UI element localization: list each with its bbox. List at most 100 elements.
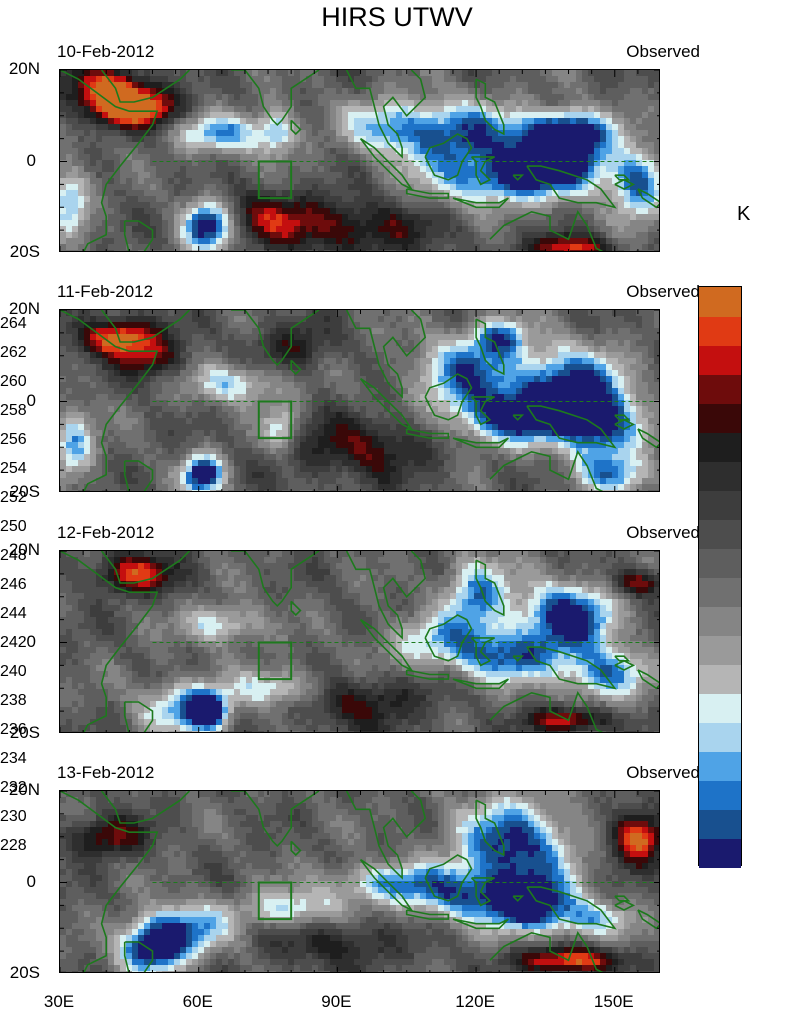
- contour-cell: [120, 382, 127, 389]
- contour-cell: [192, 178, 199, 185]
- contour-cell: [588, 82, 595, 89]
- contour-cell: [222, 178, 229, 185]
- contour-cell: [564, 370, 571, 377]
- contour-cell: [144, 178, 151, 185]
- contour-cell: [540, 202, 547, 209]
- contour-cell: [132, 370, 139, 377]
- contour-cell: [174, 328, 181, 335]
- contour-cell: [612, 310, 619, 317]
- contour-cell: [642, 142, 649, 149]
- contour-cell: [180, 112, 187, 119]
- contour-cell: [138, 358, 145, 365]
- contour-cell: [198, 190, 205, 197]
- contour-cell: [438, 172, 445, 179]
- contour-cell: [120, 370, 127, 377]
- contour-cell: [138, 316, 145, 323]
- contour-cell: [606, 94, 613, 101]
- contour-cell: [186, 238, 193, 245]
- contour-cell: [390, 142, 397, 149]
- contour-cell: [288, 388, 295, 395]
- contour-cell: [456, 322, 463, 329]
- contour-cell: [60, 82, 67, 89]
- contour-cell: [126, 166, 133, 173]
- contour-cell: [168, 166, 175, 173]
- contour-cell: [456, 328, 463, 335]
- contour-cell: [402, 220, 409, 227]
- contour-cell: [102, 394, 109, 401]
- contour-cell: [624, 310, 631, 317]
- contour-cell: [180, 190, 187, 197]
- contour-cell: [444, 328, 451, 335]
- contour-cell: [630, 166, 637, 173]
- contour-cell: [270, 400, 277, 407]
- contour-cell: [474, 70, 481, 77]
- contour-cell: [390, 400, 397, 407]
- contour-cell: [126, 196, 133, 203]
- contour-cell: [132, 148, 139, 155]
- contour-cell: [618, 196, 625, 203]
- contour-cell: [486, 334, 493, 341]
- contour-cell: [648, 154, 655, 161]
- contour-cell: [330, 82, 337, 89]
- contour-cell: [588, 328, 595, 335]
- contour-cell: [144, 238, 151, 245]
- contour-cell: [96, 316, 103, 323]
- contour-cell: [294, 190, 301, 197]
- contour-cell: [612, 76, 619, 83]
- contour-cell: [342, 394, 349, 401]
- contour-cell: [114, 130, 121, 137]
- contour-cell: [528, 142, 535, 149]
- contour-cell: [498, 358, 505, 365]
- contour-cell: [414, 166, 421, 173]
- contour-cell: [396, 364, 403, 371]
- contour-cell: [60, 388, 67, 395]
- contour-cell: [114, 226, 121, 233]
- contour-cell: [156, 136, 163, 143]
- contour-cell: [372, 178, 379, 185]
- contour-cell: [198, 202, 205, 209]
- contour-cell: [444, 376, 451, 383]
- contour-cell: [570, 136, 577, 143]
- contour-cell: [564, 178, 571, 185]
- contour-cell: [216, 142, 223, 149]
- contour-cell: [240, 142, 247, 149]
- contour-cell: [600, 394, 607, 401]
- contour-cell: [582, 70, 589, 77]
- contour-cell: [246, 310, 253, 317]
- contour-cell: [480, 166, 487, 173]
- contour-cell: [390, 226, 397, 233]
- contour-cell: [102, 142, 109, 149]
- contour-cell: [216, 178, 223, 185]
- contour-cell: [438, 214, 445, 221]
- contour-cell: [462, 382, 469, 389]
- contour-cell: [174, 310, 181, 317]
- contour-cell: [366, 352, 373, 359]
- contour-cell: [204, 316, 211, 323]
- contour-cell: [354, 190, 361, 197]
- contour-cell: [252, 334, 259, 341]
- contour-cell: [468, 346, 475, 353]
- contour-cell: [540, 112, 547, 119]
- contour-cell: [114, 394, 121, 401]
- contour-cell: [102, 358, 109, 365]
- contour-cell: [480, 364, 487, 371]
- contour-cell: [510, 226, 517, 233]
- contour-cell: [558, 214, 565, 221]
- contour-cell: [468, 136, 475, 143]
- contour-cell: [306, 172, 313, 179]
- contour-cell: [228, 244, 235, 251]
- contour-cell: [504, 376, 511, 383]
- contour-cell: [234, 100, 241, 107]
- contour-cell: [372, 400, 379, 407]
- contour-cell: [108, 328, 115, 335]
- contour-cell: [324, 196, 331, 203]
- contour-cell: [438, 124, 445, 131]
- contour-cell: [324, 166, 331, 173]
- contour-cell: [204, 334, 211, 341]
- contour-cell: [378, 232, 385, 239]
- contour-cell: [426, 136, 433, 143]
- contour-cell: [294, 118, 301, 125]
- contour-cell: [504, 142, 511, 149]
- contour-cell: [228, 358, 235, 365]
- contour-cell: [312, 352, 319, 359]
